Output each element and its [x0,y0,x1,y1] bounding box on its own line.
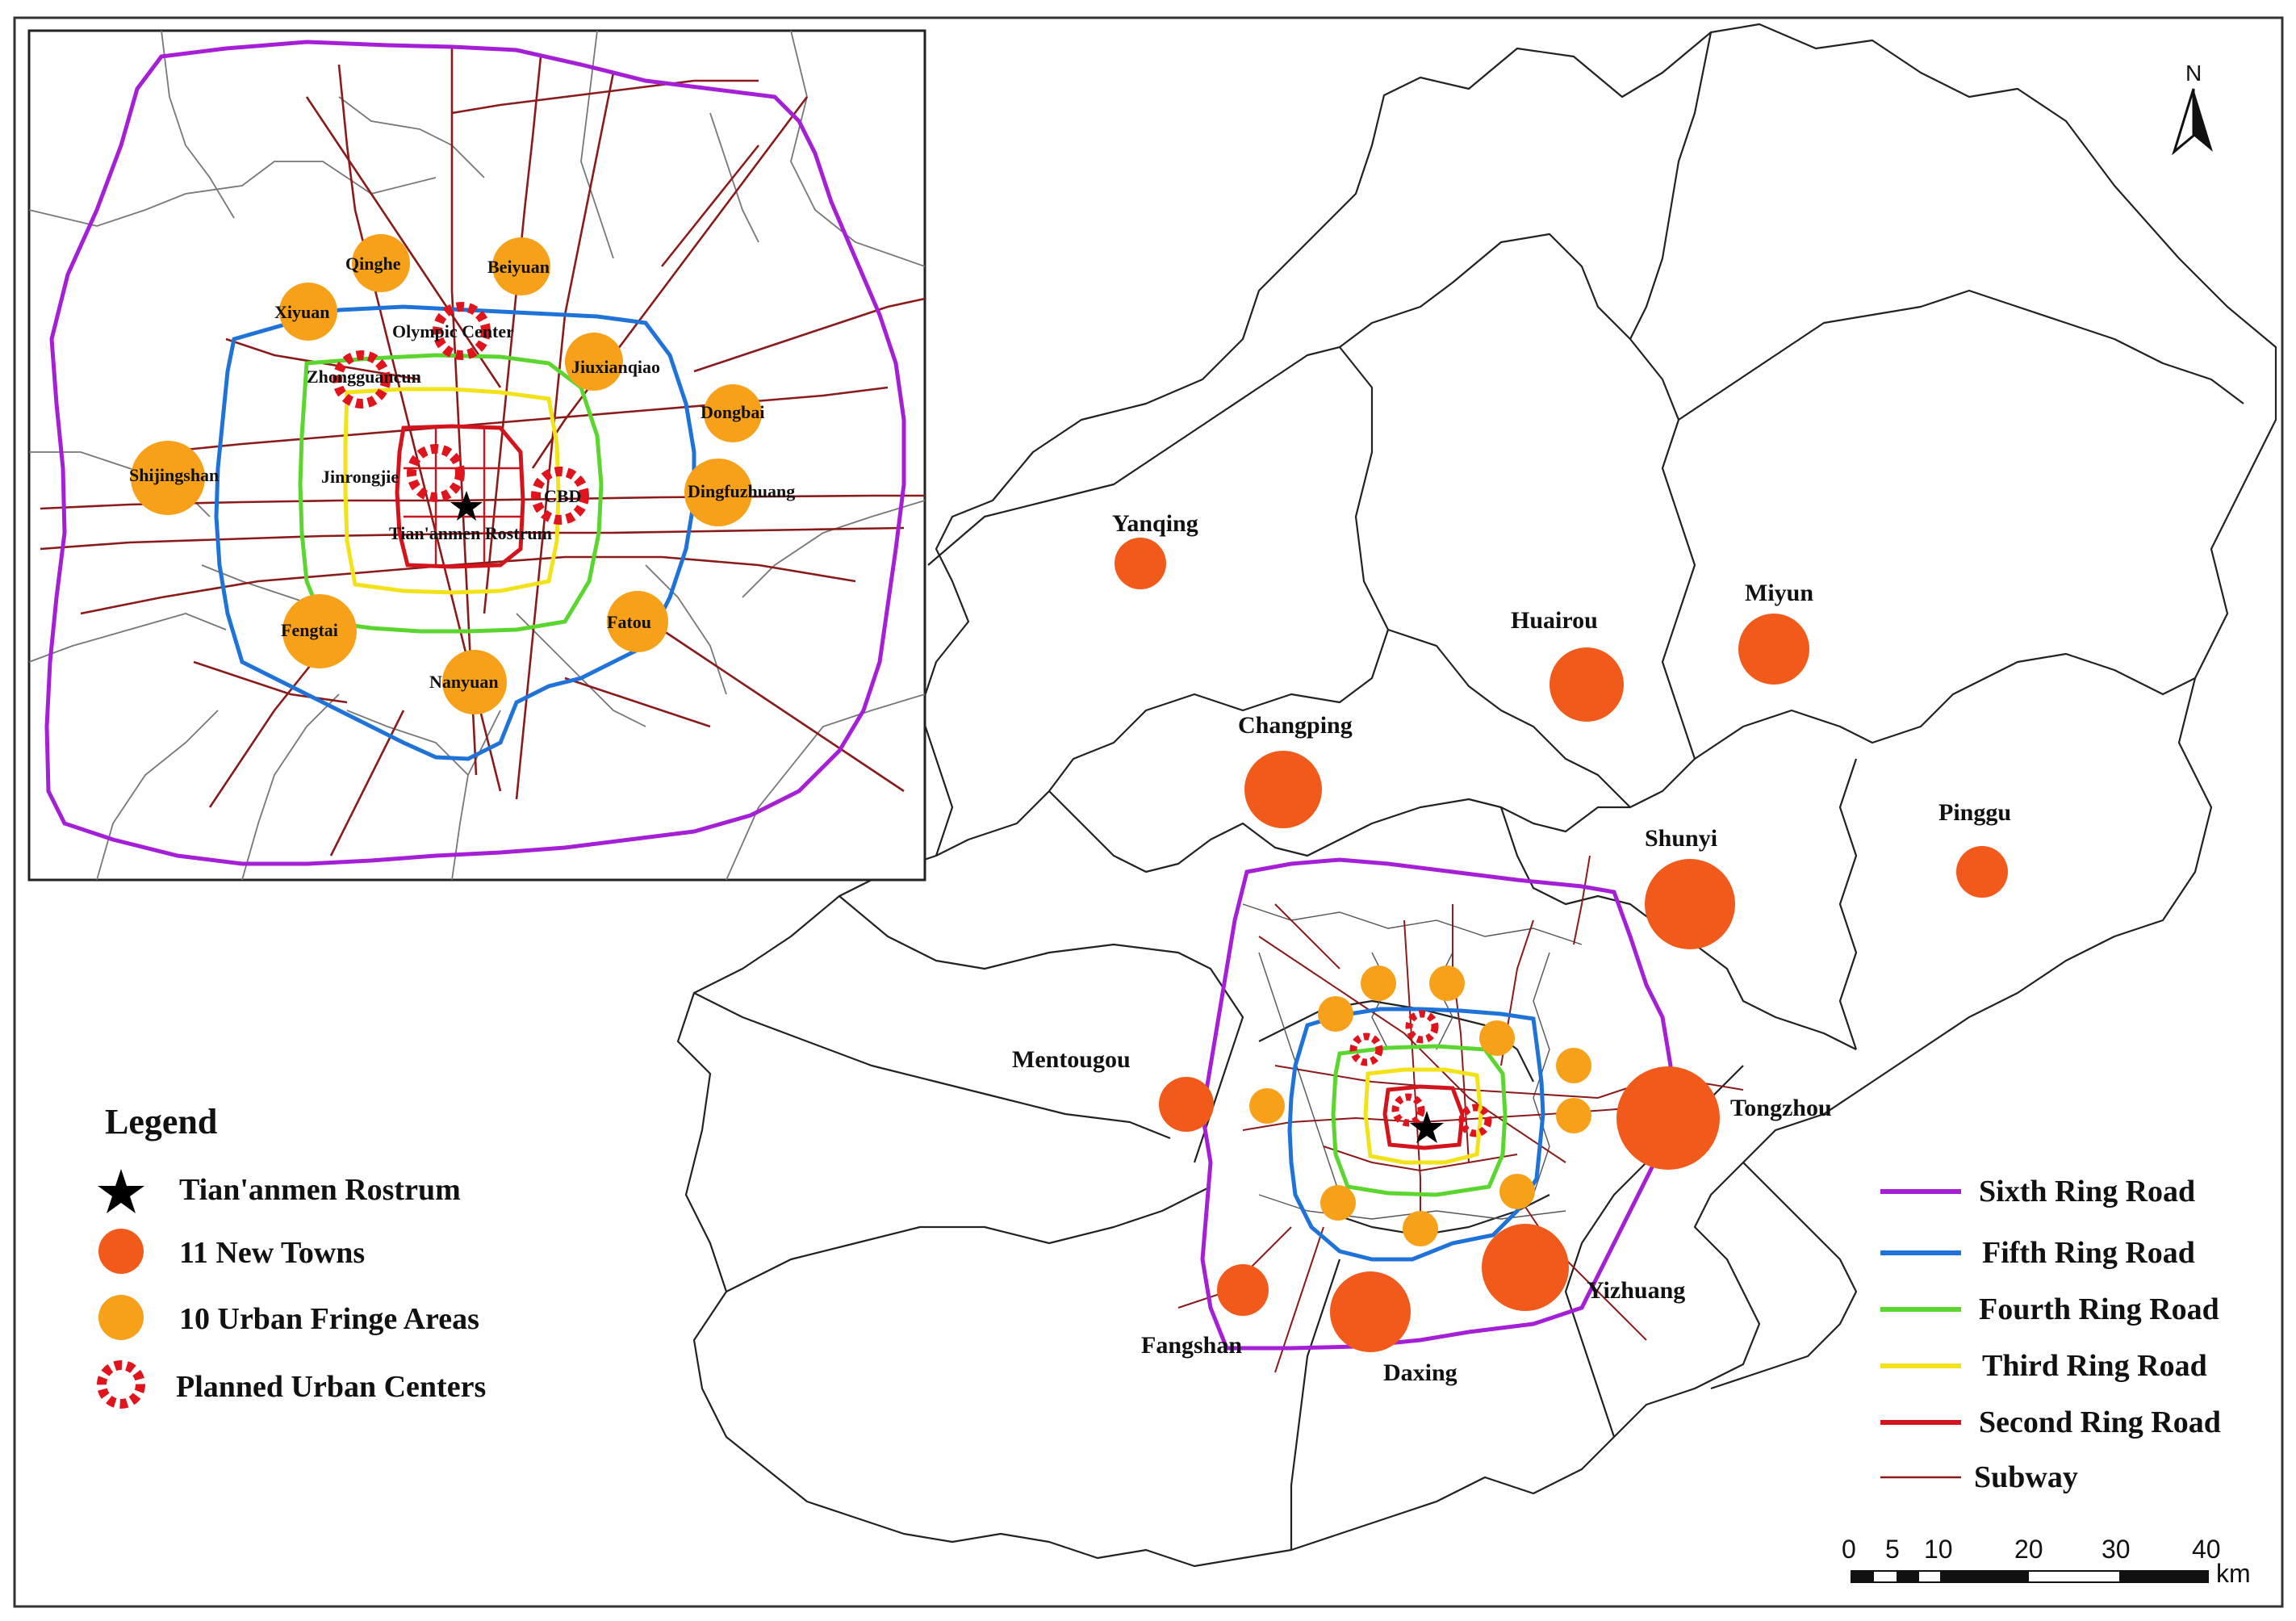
legend-third-ring-label: Third Ring Road [1982,1349,2207,1383]
new-town-fangshan [1217,1264,1269,1316]
north-arrow-icon [2172,88,2195,156]
svg-text:Olympic Center: Olympic Center [392,321,514,341]
new-town-yizhuang [1482,1224,1569,1311]
main-sixth-ring-road [1200,857,1673,1351]
legend-subway-label: Subway [1974,1460,2078,1494]
svg-text:Jiuxianqiao: Jiuxianqiao [571,357,660,377]
map-frame [13,16,2284,1608]
label-tongzhou: Tongzhou [1730,1095,1832,1121]
label-fangshan: Fangshan [1141,1332,1242,1359]
svg-text:CBD: CBD [544,486,581,506]
legend-center-icon [97,1360,145,1409]
new-town-shunyi [1645,859,1735,949]
new-town-miyun [1738,614,1809,685]
new-town-tongzhou [1616,1066,1720,1170]
new-town-pinggu [1956,846,2008,898]
legend-fourth-ring-label: Fourth Ring Road [1979,1292,2219,1326]
urban-district-lines [1242,903,1583,1220]
main-fifth-ring-road [1287,1007,1545,1262]
legend-tiananmen-label: Tian'anmen Rostrum [179,1173,461,1207]
new-town-labels: Yanqing Huairou Miyun Changping Pinggu S… [1012,510,2011,1386]
main-second-ring-road [1382,1084,1465,1150]
label-mentougou: Mentougou [1012,1046,1131,1073]
svg-text:Tian'anmen Rostrum: Tian'anmen Rostrum [389,523,552,543]
district-boundaries [676,23,2277,1568]
legend-new-town-icon [98,1229,144,1274]
inset-map: Qinghe Beiyuan Xiyuan Jiuxianqiao Dongba… [27,29,926,882]
legend-fringe-label: 10 Urban Fringe Areas [179,1302,479,1336]
main-third-ring-road [1363,1067,1483,1165]
svg-text:Fatou: Fatou [607,612,651,632]
legend-right: Sixth Ring Road Fifth Ring Road Fourth R… [1880,1175,2221,1494]
svg-text:Nanyuan: Nanyuan [429,672,499,692]
new-town-markers [1115,538,2008,1352]
label-yanqing: Yanqing [1112,510,1198,537]
legend-fifth-ring-label: Fifth Ring Road [1982,1236,2195,1270]
svg-text:Dongbai: Dongbai [701,402,764,422]
scale-bar: 0 5 10 20 30 40 km [1842,1535,2251,1588]
new-town-daxing [1330,1271,1411,1352]
svg-text:Fengtai: Fengtai [281,620,338,640]
new-town-huairou [1549,647,1624,722]
svg-text:Shijingshan: Shijingshan [129,465,219,485]
label-shunyi: Shunyi [1645,825,1717,852]
legend-centers-label: Planned Urban Centers [176,1370,486,1404]
main-tiananmen-star [1410,1111,1444,1143]
svg-text:Qinghe: Qinghe [345,253,401,274]
svg-text:Jinrongjie: Jinrongjie [321,467,399,487]
svg-text:Zhongguancun: Zhongguancun [307,367,421,387]
label-daxing: Daxing [1383,1359,1457,1386]
legend-title: Legend [105,1102,217,1141]
legend-star-icon [98,1169,144,1213]
svg-text:5: 5 [1885,1535,1900,1564]
svg-text:Xiyuan: Xiyuan [274,302,329,322]
label-miyun: Miyun [1745,580,1813,606]
svg-text:20: 20 [2014,1535,2043,1564]
main-planned-centers [1349,1010,1492,1137]
svg-text:Beiyuan: Beiyuan [487,257,550,277]
svg-text:Dingfuzhuang: Dingfuzhuang [688,481,795,501]
new-town-yanqing [1115,538,1166,589]
label-yizhuang: Yizhuang [1587,1277,1685,1304]
legend-new-towns-label: 11 New Towns [179,1236,365,1270]
legend-fringe-icon [98,1295,144,1340]
label-huairou: Huairou [1511,607,1598,634]
north-label: N [2185,61,2202,86]
main-fringe-areas [1249,965,1591,1246]
main-fourth-ring-road [1331,1044,1508,1197]
new-town-mentougou [1159,1077,1214,1132]
legend-left: Legend Tian'anmen Rostrum 11 New Towns 1… [97,1102,486,1409]
svg-text:10: 10 [1924,1535,1953,1564]
svg-text:30: 30 [2102,1535,2131,1564]
svg-text:40: 40 [2192,1535,2221,1564]
svg-text:0: 0 [1842,1535,1856,1564]
new-town-changping [1244,751,1322,828]
main-ring-roads [1200,857,1673,1351]
legend-second-ring-label: Second Ring Road [1979,1405,2221,1439]
label-changping: Changping [1238,712,1353,739]
label-pinggu: Pinggu [1938,799,2011,826]
svg-text:km: km [2216,1559,2251,1588]
north-arrow: N [2172,61,2213,156]
legend-sixth-ring-label: Sixth Ring Road [1979,1175,2195,1208]
